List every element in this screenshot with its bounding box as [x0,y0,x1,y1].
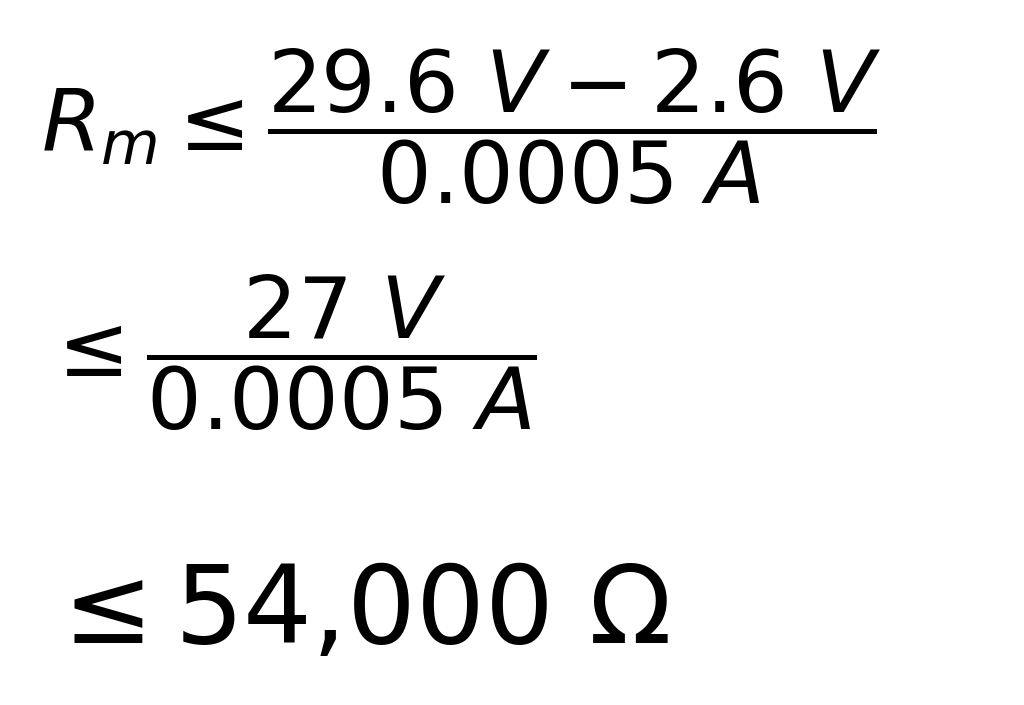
Text: $R_m \leq \dfrac{29.6\ V - 2.6\ V}{0.0005\ A}$: $R_m \leq \dfrac{29.6\ V - 2.6\ V}{0.000… [41,47,882,207]
Text: $\leq 54{,}000\ \Omega$: $\leq 54{,}000\ \Omega$ [41,560,669,666]
Text: $\leq \dfrac{27\ V}{0.0005\ A}$: $\leq \dfrac{27\ V}{0.0005\ A}$ [41,272,537,433]
